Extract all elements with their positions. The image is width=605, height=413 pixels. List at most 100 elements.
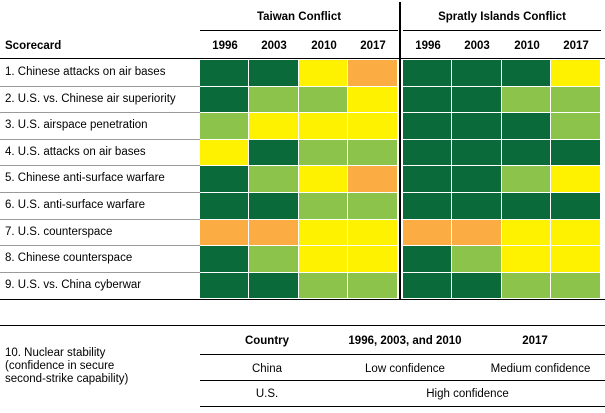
cell-taiwan-2017 [348,140,398,166]
cell-spratly-2017 [551,60,601,87]
row-divider [0,272,200,273]
cell-taiwan-2017 [348,273,398,299]
cell-spratly-2003 [452,87,502,113]
cell-spratly-1996 [403,193,452,220]
cell-spratly-1996 [403,246,452,273]
nuclear-china-early: Low confidence [365,363,445,375]
nuclear-top-rule [0,325,605,326]
group-header-taiwan: Taiwan Conflict [256,11,342,23]
cell-taiwan-2003 [249,193,299,220]
row-label: 8. Chinese counterspace [5,252,133,265]
cell-taiwan-2017 [348,113,398,140]
cell-spratly-2003 [452,273,502,299]
cell-taiwan-1996 [200,193,249,220]
row-divider [0,86,200,87]
nuclear-us-both: High confidence [426,388,509,400]
cell-taiwan-2010 [299,246,348,273]
cell-spratly-2010 [502,220,551,246]
year-header-spratly-0: 1996 [415,40,441,52]
row-label: 4. U.S. attacks on air bases [5,145,146,158]
cell-spratly-2003 [452,60,502,87]
cell-spratly-2017 [551,246,601,273]
nuclear-label-line-2: (confidence in secure [5,360,115,372]
year-header-spratly-3: 2017 [563,40,589,52]
cell-spratly-2003 [452,193,502,220]
nuclear-col-early: 1996, 2003, and 2010 [348,335,462,347]
year-header-spratly-1: 2003 [464,40,490,52]
group-underline-taiwan [200,30,398,31]
year-header-taiwan-0: 1996 [212,40,238,52]
row-divider [0,165,200,166]
cell-taiwan-1996 [200,113,249,140]
row-label: 1. Chinese attacks on air bases [5,66,166,78]
group-header-spratly: Spratly Islands Conflict [438,11,566,23]
year-header-taiwan-1: 2003 [261,40,287,52]
cell-taiwan-2003 [249,166,299,193]
row-divider [0,219,200,220]
scorecard-header: Scorecard [5,40,62,52]
cell-taiwan-2010 [299,193,348,220]
cell-taiwan-1996 [200,220,249,246]
cell-taiwan-2017 [348,166,398,193]
row-label: 5. Chinese anti-surface warfare [5,172,165,185]
nuclear-col-country: Country [244,335,290,347]
cell-taiwan-1996 [200,87,249,113]
cell-taiwan-2017 [348,246,398,273]
cell-taiwan-2017 [348,220,398,246]
cell-spratly-1996 [403,87,452,113]
nuclear-header-rule [200,354,605,355]
cell-taiwan-2003 [249,220,299,246]
cell-spratly-2017 [551,87,601,113]
row-label: 7. U.S. counterspace [5,225,113,238]
cell-spratly-2010 [502,87,551,113]
cell-spratly-1996 [403,166,452,193]
cell-spratly-2010 [502,60,551,87]
group-separator [399,2,401,299]
cell-taiwan-2003 [249,140,299,166]
row-label: 6. U.S. anti-surface warfare [5,199,145,211]
year-header-taiwan-2: 2010 [311,40,337,52]
year-header-spratly-2: 2010 [514,40,540,52]
cell-spratly-2017 [551,166,601,193]
cell-taiwan-1996 [200,246,249,273]
nuclear-row-rule [200,380,605,381]
cell-spratly-2017 [551,273,601,299]
row-label: 3. U.S. airspace penetration [5,119,148,132]
cell-taiwan-2010 [299,166,348,193]
nuclear-china-late: Medium confidence [490,363,591,375]
cell-spratly-1996 [403,140,452,166]
cell-taiwan-2003 [249,113,299,140]
nuclear-label-line-1: 10. Nuclear stability [5,347,106,359]
nuclear-us-country: U.S. [255,388,279,400]
cell-taiwan-2010 [299,140,348,166]
cell-taiwan-2010 [299,113,348,140]
cell-spratly-2003 [452,246,502,273]
cell-taiwan-2003 [249,87,299,113]
cell-spratly-1996 [403,60,452,87]
year-header-taiwan-3: 2017 [360,40,386,52]
cell-spratly-2010 [502,166,551,193]
cell-taiwan-2003 [249,246,299,273]
cell-spratly-2010 [502,113,551,140]
cell-taiwan-2017 [348,87,398,113]
cell-taiwan-1996 [200,166,249,193]
cell-spratly-2003 [452,140,502,166]
nuclear-bottom-rule [200,406,605,407]
cell-taiwan-2010 [299,60,348,87]
row-divider [0,192,200,193]
row-divider [0,245,200,246]
cell-spratly-1996 [403,273,452,299]
cell-spratly-2010 [502,193,551,220]
nuclear-col-late: 2017 [522,335,548,347]
cell-taiwan-2010 [299,87,348,113]
row-label: 9. U.S. vs. China cyberwar [5,278,142,291]
cell-taiwan-1996 [200,140,249,166]
cell-taiwan-2003 [249,60,299,87]
cell-spratly-2010 [502,273,551,299]
cell-taiwan-2010 [299,220,348,246]
cell-spratly-2017 [551,113,601,140]
cell-taiwan-1996 [200,60,249,87]
cell-spratly-2017 [551,193,601,220]
header-rule [0,58,605,59]
cell-spratly-2017 [551,220,601,246]
